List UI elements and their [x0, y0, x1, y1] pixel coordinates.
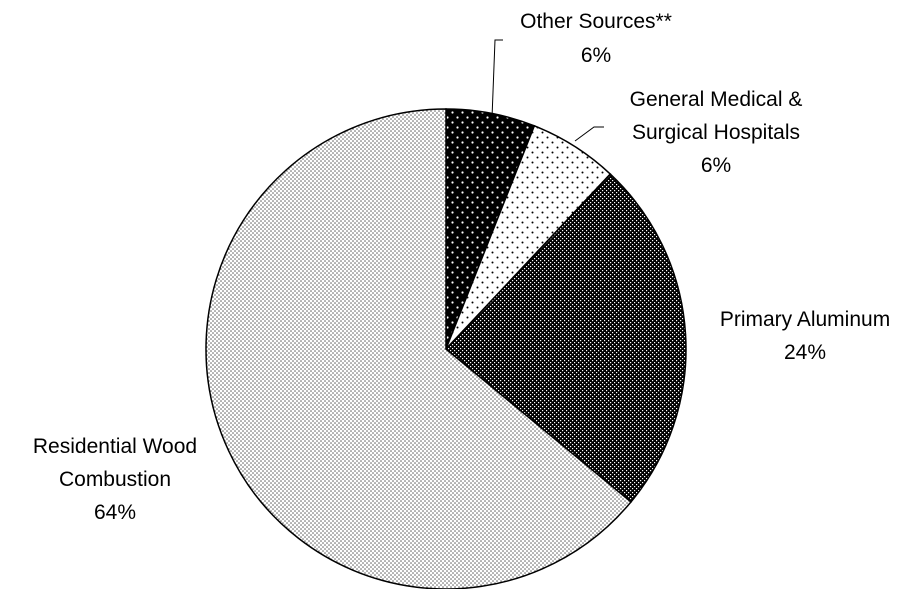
pie-slice-residential-wood-combustion	[205, 108, 632, 589]
label-aluminum-pct: 24%	[784, 341, 826, 364]
label-hospitals-name-line2: Surgical Hospitals	[632, 121, 800, 144]
label-other-sources-pct: 6%	[581, 44, 611, 67]
label-wood-name-line1: Residential Wood	[33, 435, 197, 458]
pie-slice-primary-aluminum	[444, 172, 687, 504]
label-hospitals-name-line1: General Medical &	[630, 88, 803, 111]
label-wood-pct: 64%	[94, 501, 136, 524]
pie-slices	[205, 108, 687, 589]
label-aluminum-name: Primary Aluminum	[720, 308, 890, 331]
leader-line-other-sources	[491, 39, 503, 119]
label-other-sources-name: Other Sources**	[520, 10, 672, 33]
label-hospitals-pct: 6%	[701, 154, 731, 177]
label-wood-name-line2: Combustion	[59, 468, 171, 491]
leader-line-hospitals	[574, 126, 604, 142]
